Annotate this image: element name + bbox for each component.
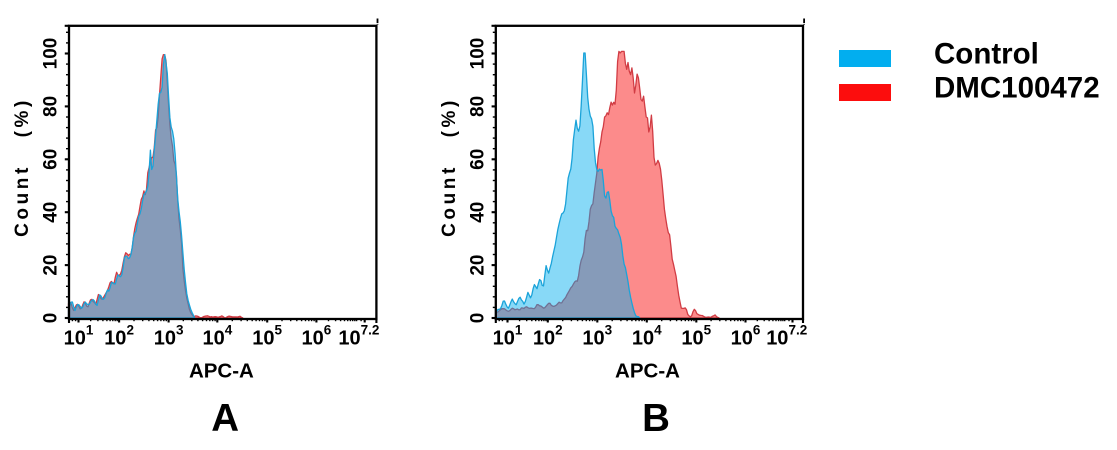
svg-text:APC-A: APC-A bbox=[189, 360, 254, 383]
svg-text:B: B bbox=[642, 397, 670, 440]
svg-text:A: A bbox=[211, 397, 239, 440]
svg-text:100: 100 bbox=[467, 38, 488, 70]
svg-text:106: 106 bbox=[731, 323, 761, 350]
svg-text:APC-A: APC-A bbox=[615, 360, 680, 383]
svg-text:Count (%): Count (%) bbox=[12, 97, 33, 237]
svg-text:80: 80 bbox=[41, 96, 62, 117]
svg-text:60: 60 bbox=[467, 149, 488, 170]
svg-text:Count (%): Count (%) bbox=[439, 97, 460, 237]
svg-text:80: 80 bbox=[467, 96, 488, 117]
svg-text:20: 20 bbox=[467, 255, 488, 276]
svg-text:20: 20 bbox=[41, 255, 62, 276]
svg-text:40: 40 bbox=[467, 202, 488, 223]
svg-text:40: 40 bbox=[41, 202, 62, 223]
svg-text:0: 0 bbox=[467, 313, 488, 324]
svg-text:0: 0 bbox=[41, 313, 62, 324]
svg-text:100: 100 bbox=[41, 38, 62, 70]
svg-text:101: 101 bbox=[64, 323, 94, 350]
svg-text:Control: Control bbox=[934, 38, 1039, 71]
svg-text:DMC100472: DMC100472 bbox=[934, 72, 1100, 105]
svg-text:60: 60 bbox=[41, 149, 62, 170]
